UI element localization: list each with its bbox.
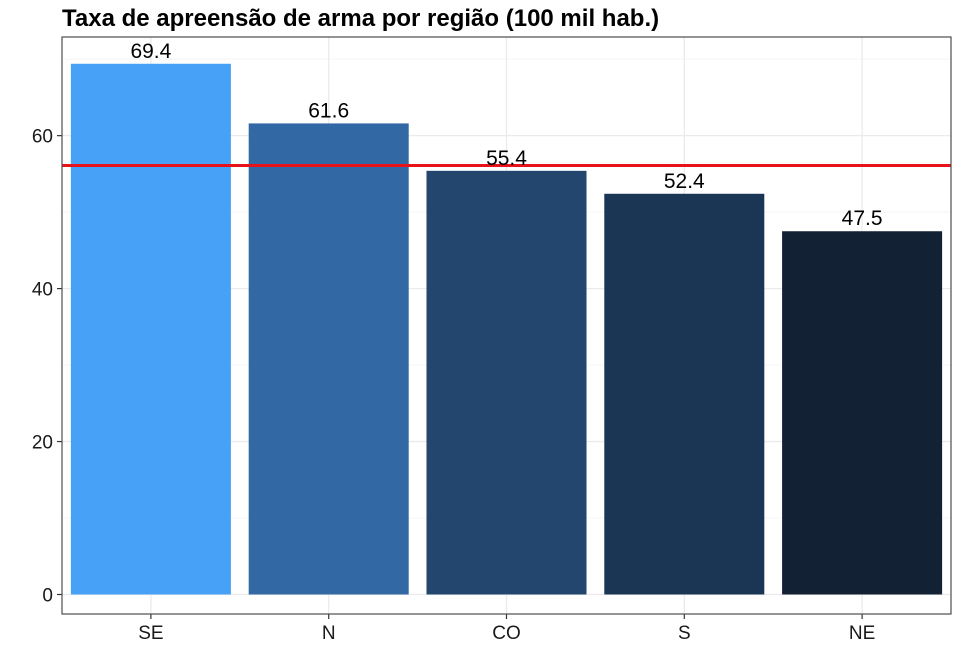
y-tick-label: 60 <box>32 127 53 148</box>
bar-s <box>604 193 765 595</box>
x-tick-label-co: CO <box>492 623 521 644</box>
data-label-se: 69.4 <box>130 40 171 63</box>
x-tick-label-ne: NE <box>849 623 875 644</box>
bar-se <box>70 63 231 595</box>
y-tick-label: 40 <box>32 280 53 301</box>
panel-border <box>61 36 952 615</box>
data-label-ne: 47.5 <box>842 207 883 230</box>
y-tick-label: 20 <box>32 433 53 454</box>
data-label-s: 52.4 <box>664 170 705 193</box>
y-tick-label: 0 <box>42 585 53 606</box>
bar-co <box>426 170 587 595</box>
bar-ne <box>782 231 943 595</box>
x-tick-label-s: S <box>678 623 691 644</box>
data-label-n: 61.6 <box>308 99 349 122</box>
axes: SE N CO S NE 0 20 40 60 <box>32 36 952 644</box>
x-tick-label-se: SE <box>138 623 163 644</box>
data-labels: 69.4 61.6 55.4 52.4 47.5 <box>130 40 882 230</box>
chart-title: Taxa de apreensão de arma por região (10… <box>62 5 659 32</box>
data-label-co: 55.4 <box>486 147 527 170</box>
bar-n <box>248 123 409 595</box>
bars <box>70 63 943 595</box>
x-tick-label-n: N <box>322 623 336 644</box>
